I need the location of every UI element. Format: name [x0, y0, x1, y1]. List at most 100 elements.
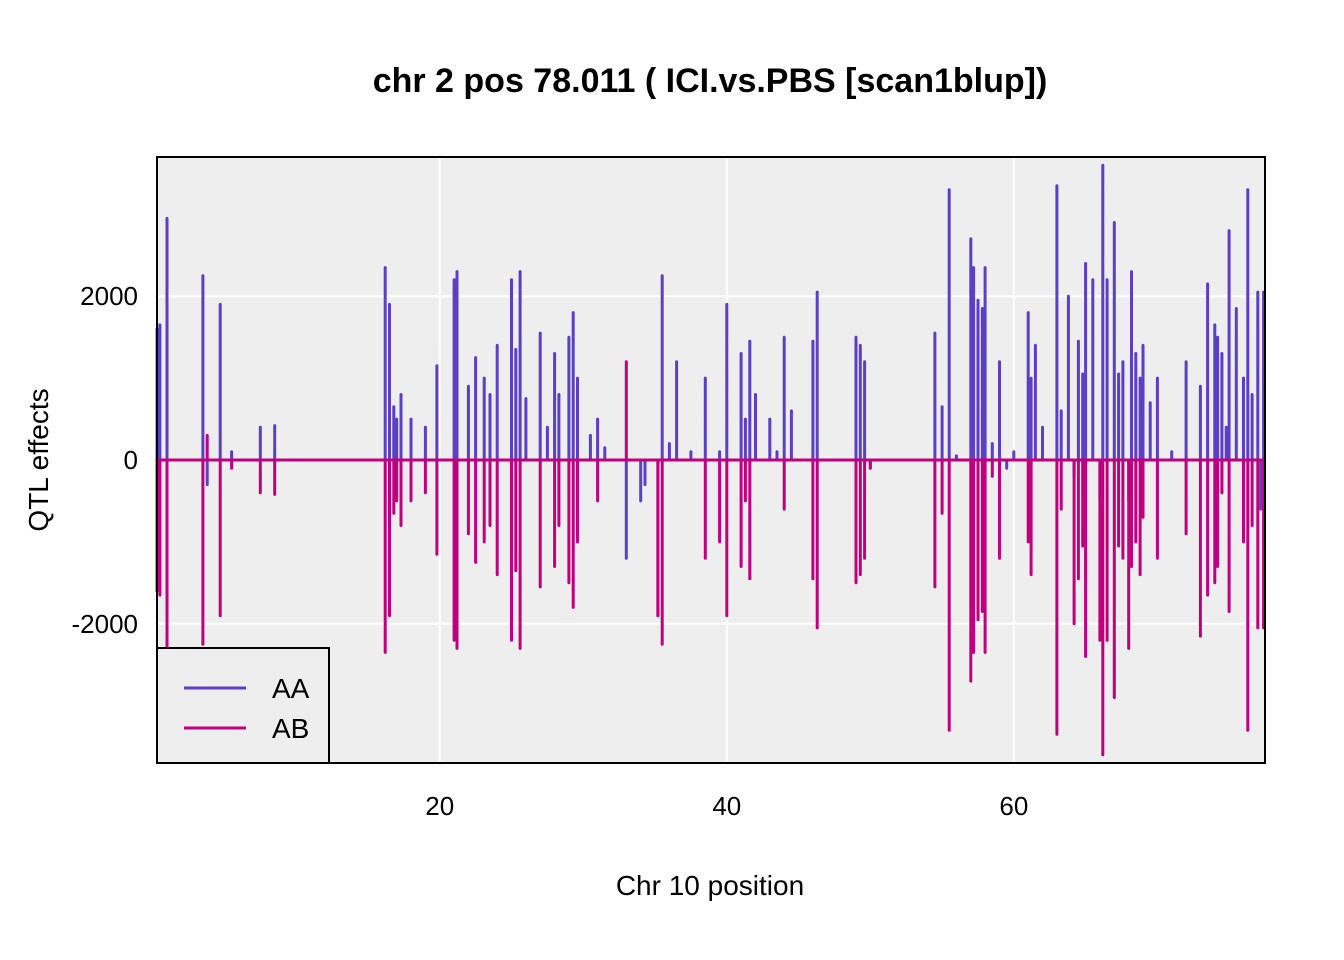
data-point-ab	[384, 651, 386, 653]
data-point-aa	[1102, 164, 1104, 166]
data-point-ab	[436, 553, 438, 555]
data-point-aa	[977, 299, 979, 301]
data-point-aa	[597, 418, 599, 420]
data-point-aa	[1247, 189, 1249, 191]
data-point-ab	[1135, 541, 1137, 543]
data-point-ab	[554, 565, 556, 567]
data-point-aa	[1131, 271, 1133, 273]
data-point-ab	[1082, 545, 1084, 547]
data-point-aa	[991, 443, 993, 445]
data-point-aa	[998, 361, 1000, 363]
data-point-ab	[475, 561, 477, 563]
data-point-ab	[855, 582, 857, 584]
data-point-ab	[159, 594, 161, 596]
data-point-aa	[1006, 467, 1008, 469]
data-point-ab	[1228, 611, 1230, 612]
data-point-ab	[981, 611, 983, 612]
data-point-aa	[453, 279, 455, 281]
data-point-ab	[869, 467, 871, 469]
data-point-aa	[1260, 508, 1262, 510]
data-point-aa	[744, 418, 746, 420]
data-point-ab	[597, 500, 599, 502]
data-point-ab	[572, 606, 574, 608]
data-point-aa	[396, 418, 398, 420]
data-point-ab	[456, 647, 458, 649]
data-point-ab	[424, 492, 426, 494]
data-point-aa	[1118, 373, 1120, 375]
data-point-aa	[668, 443, 670, 445]
data-point-aa	[1030, 377, 1032, 379]
y-tick-label: -2000	[72, 609, 139, 639]
data-point-aa	[1228, 230, 1230, 232]
data-point-aa	[577, 377, 579, 379]
data-point-aa	[475, 357, 477, 359]
data-point-ab	[1118, 545, 1120, 547]
data-point-aa	[1056, 185, 1058, 187]
data-point-aa	[546, 426, 548, 428]
data-point-ab	[948, 729, 950, 731]
data-point-aa	[259, 426, 261, 428]
data-point-ab	[1056, 733, 1058, 735]
data-point-aa	[1156, 377, 1158, 379]
data-point-aa	[1149, 402, 1151, 404]
data-point-aa	[1092, 279, 1094, 281]
data-point-aa	[1135, 353, 1137, 355]
data-point-aa	[467, 385, 469, 387]
data-point-aa	[489, 393, 491, 395]
data-point-aa	[1251, 393, 1253, 395]
data-point-aa	[1067, 295, 1069, 297]
data-point-ab	[1113, 696, 1115, 698]
data-point-aa	[934, 332, 936, 334]
data-point-aa	[812, 340, 814, 342]
chart-title: chr 2 pos 78.011 ( ICI.vs.PBS [scan1blup…	[373, 62, 1048, 100]
data-point-ab	[274, 493, 276, 495]
data-point-ab	[259, 492, 261, 494]
data-point-ab	[1106, 639, 1108, 641]
data-point-ab	[577, 541, 579, 543]
data-point-ab	[511, 639, 513, 641]
data-point-ab	[1077, 578, 1079, 580]
data-point-ab	[812, 578, 814, 580]
legend-label-ab: AB	[272, 713, 309, 744]
data-point-aa	[941, 406, 943, 408]
data-point-ab	[864, 557, 866, 559]
data-point-ab	[749, 578, 751, 580]
data-point-aa	[519, 271, 521, 273]
data-point-ab	[1060, 508, 1062, 510]
data-point-aa	[206, 484, 208, 486]
data-point-ab	[661, 643, 663, 645]
data-point-aa	[511, 279, 513, 281]
data-point-aa	[424, 426, 426, 428]
data-point-aa	[948, 189, 950, 191]
data-point-ab	[1102, 754, 1104, 756]
data-point-ab	[998, 557, 1000, 559]
data-point-ab	[483, 541, 485, 543]
data-point-ab	[519, 647, 521, 649]
data-point-aa	[1106, 279, 1108, 281]
data-point-aa	[644, 484, 646, 486]
data-point-ab	[1251, 525, 1253, 527]
data-point-aa	[704, 377, 706, 379]
data-point-aa	[754, 393, 756, 395]
data-point-ab	[1185, 533, 1187, 535]
data-point-aa	[1217, 336, 1219, 338]
data-point-ab	[859, 574, 861, 576]
data-point-aa	[859, 344, 861, 346]
legend: AA AB	[156, 647, 330, 764]
data-point-ab	[1085, 656, 1087, 658]
data-point-aa	[1185, 361, 1187, 363]
data-point-aa	[389, 303, 391, 305]
x-axis-ticks: 20 40 60	[425, 791, 1028, 821]
plot-frame	[156, 156, 1266, 764]
data-point-aa	[1034, 344, 1036, 346]
data-point-ab	[934, 586, 936, 588]
data-point-aa	[973, 267, 975, 269]
series-layer	[155, 163, 1266, 757]
data-point-aa	[572, 312, 574, 314]
data-point-aa	[384, 267, 386, 269]
data-point-aa	[604, 447, 606, 449]
data-point-aa	[1257, 291, 1259, 293]
data-point-ab	[393, 512, 395, 514]
data-point-ab	[1139, 574, 1141, 576]
data-point-aa	[783, 336, 785, 338]
